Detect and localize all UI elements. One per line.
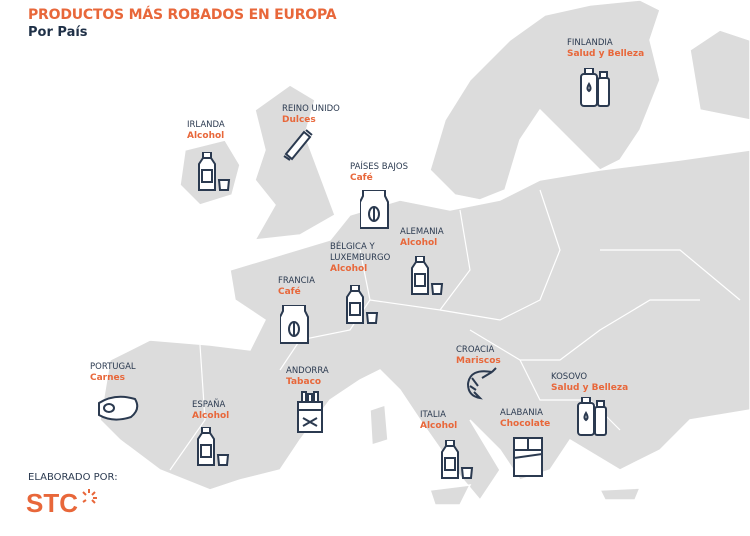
bottle-glass-icon bbox=[441, 440, 473, 479]
bottle-glass-icon bbox=[197, 427, 229, 466]
coffee-bag-icon bbox=[280, 305, 309, 344]
label-portugal: PORTUGAL Carnes bbox=[90, 362, 136, 383]
label-belgica-luxemburgo: BÉLGICA Y LUXEMBURGO Alcohol bbox=[330, 242, 391, 274]
label-kosovo: KOSOVO Salud y Belleza bbox=[551, 372, 629, 393]
shrimp-icon bbox=[466, 367, 497, 400]
scandinavia-shape bbox=[429, 0, 661, 201]
label-francia: FRANCIA Café bbox=[278, 276, 315, 297]
label-andorra: ANDORRA Tabaco bbox=[286, 366, 329, 387]
cosmetics-icon bbox=[580, 68, 610, 107]
candy-bar-icon bbox=[283, 129, 313, 161]
bottle-glass-icon bbox=[346, 285, 378, 324]
credit-label: ELABORADO POR: bbox=[28, 472, 118, 483]
chocolate-bar-icon bbox=[513, 437, 543, 477]
steak-icon bbox=[98, 395, 139, 421]
label-alemania: ALEMANIA Alcohol bbox=[400, 227, 444, 248]
label-alabania: ALABANIA Chocolate bbox=[500, 408, 551, 429]
label-italia: ITALIA Alcohol bbox=[420, 410, 458, 431]
label-paises-bajos: PAÍSES BAJOS Café bbox=[350, 162, 409, 183]
bottle-glass-icon bbox=[198, 152, 230, 191]
sparkle-icon bbox=[82, 489, 97, 504]
cosmetics-icon bbox=[577, 397, 607, 436]
label-reino-unido: REINO UNIDO Dulces bbox=[282, 104, 340, 125]
cigarette-pack-icon bbox=[297, 391, 323, 433]
label-espana: ESPAÑA Alcohol bbox=[192, 400, 230, 421]
label-finlandia: FINLANDIA Salud y Belleza bbox=[567, 38, 645, 59]
coffee-bag-icon bbox=[360, 190, 389, 229]
stc-logo: STC bbox=[26, 488, 98, 519]
map-subtitle: Por País bbox=[28, 25, 88, 40]
bottle-glass-icon bbox=[411, 256, 443, 295]
map-title: PRODUCTOS MÁS ROBADOS EN EUROPA bbox=[28, 7, 337, 23]
uk-shape bbox=[253, 84, 336, 241]
label-irlanda: IRLANDA Alcohol bbox=[187, 120, 225, 141]
label-croacia: CROACIA Mariscos bbox=[456, 345, 501, 366]
